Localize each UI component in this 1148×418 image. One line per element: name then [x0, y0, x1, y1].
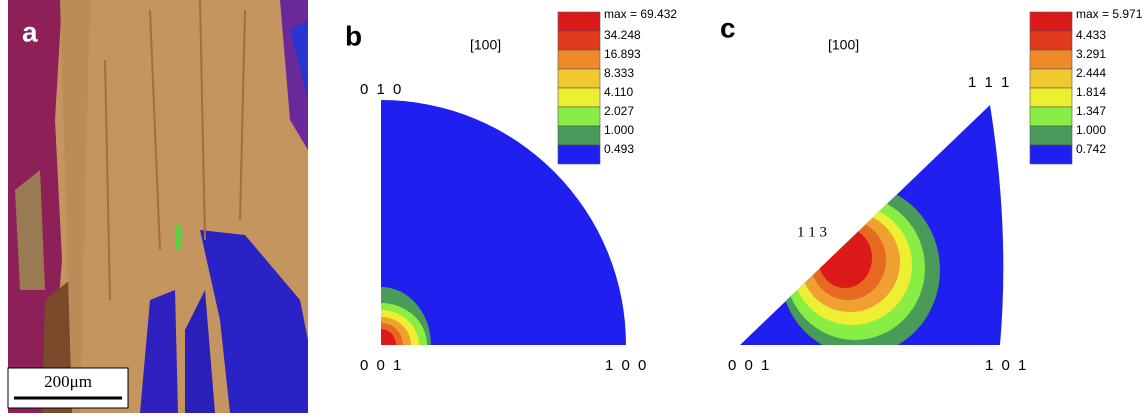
legend-swatch: [1029, 49, 1073, 70]
legend-swatch: [557, 144, 601, 165]
corner-label: 0 0 1: [728, 357, 771, 374]
legend-swatch: [1029, 30, 1073, 51]
legend-label: 0.493: [604, 142, 634, 156]
legend-swatch: [1029, 125, 1073, 146]
direction: [100]: [828, 37, 859, 53]
legend-label: 1.814: [1076, 85, 1106, 99]
panel-label: a: [22, 16, 38, 47]
legend-label: max = 5.971: [1076, 7, 1143, 21]
legend-label: 2.444: [1076, 66, 1106, 80]
legend-swatch: [557, 106, 601, 127]
legend-label: 2.027: [604, 104, 634, 118]
pole-figure: [381, 100, 626, 345]
legend-swatch: [557, 125, 601, 146]
legend-label: 4.110: [604, 85, 633, 99]
panel-label: c: [720, 12, 736, 43]
corner-label: 1 1 1: [968, 74, 1011, 91]
scale-bar-box: [7, 367, 129, 409]
legend-label: 8.333: [604, 66, 634, 80]
ebsd-map: [8, 0, 308, 413]
legend-label: 1.000: [604, 123, 634, 137]
corner-label: 1 0 0: [605, 357, 648, 374]
legend-swatch: [1029, 144, 1073, 165]
legend-swatch: [557, 11, 601, 32]
legend-swatch: [557, 87, 601, 108]
scale-bar-label: 200μm: [44, 372, 92, 391]
legend-swatch: [1029, 68, 1073, 89]
legend-label: 34.248: [604, 28, 641, 42]
legend-swatch: [557, 30, 601, 51]
contours: [381, 287, 431, 345]
legend-swatch: [557, 49, 601, 70]
legend-label: 1.000: [1076, 123, 1106, 137]
contours: [780, 185, 940, 345]
corner-label: 0 1 0: [360, 81, 403, 98]
legend-label: 3.291: [1076, 47, 1106, 61]
corner-label: 0 0 1: [360, 357, 403, 374]
legend-label: max = 69.432: [604, 7, 677, 21]
annotation: 1 1 3: [797, 224, 827, 240]
corner-label: 1 0 1: [985, 357, 1028, 374]
direction: [100]: [470, 37, 501, 53]
legend-label: 0.742: [1076, 142, 1106, 156]
legend-label: 16.893: [604, 47, 641, 61]
legend-swatch: [1029, 11, 1073, 32]
legend-swatch: [1029, 106, 1073, 127]
legend-swatch: [1029, 87, 1073, 108]
legend-label: 1.347: [1076, 104, 1106, 118]
legend-label: 4.433: [1076, 28, 1106, 42]
panel-label: b: [345, 20, 362, 51]
legend-swatch: [557, 68, 601, 89]
